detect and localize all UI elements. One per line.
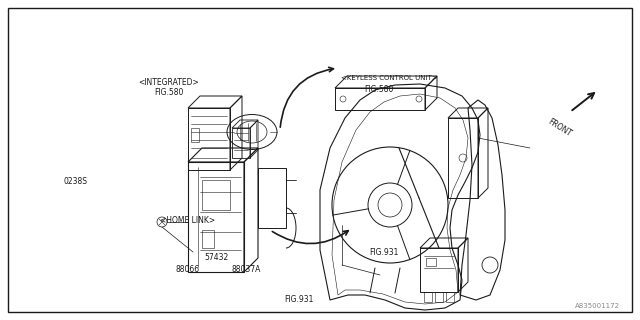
Bar bbox=[232, 128, 250, 158]
Text: FIG.580: FIG.580 bbox=[364, 84, 394, 93]
FancyArrowPatch shape bbox=[280, 67, 333, 127]
Text: <KEYLESS CONTROL UNIT>: <KEYLESS CONTROL UNIT> bbox=[340, 75, 437, 81]
Bar bbox=[420, 248, 458, 292]
Bar bbox=[188, 162, 244, 272]
FancyArrowPatch shape bbox=[273, 231, 348, 244]
Bar bbox=[191, 128, 199, 142]
Text: A835001172: A835001172 bbox=[575, 303, 620, 309]
Text: FIG.580: FIG.580 bbox=[154, 87, 184, 97]
Text: 57432: 57432 bbox=[204, 253, 228, 262]
Text: FRONT: FRONT bbox=[547, 117, 573, 139]
Bar bbox=[188, 108, 230, 170]
Bar bbox=[446, 292, 454, 302]
Text: <HOME LINK>: <HOME LINK> bbox=[161, 215, 216, 225]
Text: <INTEGRATED>: <INTEGRATED> bbox=[139, 77, 200, 86]
Text: 88066: 88066 bbox=[176, 266, 200, 275]
Bar bbox=[202, 180, 230, 210]
Text: FIG.931: FIG.931 bbox=[284, 295, 314, 305]
Text: 0238S: 0238S bbox=[63, 177, 87, 186]
Bar bbox=[435, 292, 443, 302]
Bar bbox=[426, 258, 436, 266]
Bar bbox=[258, 168, 286, 228]
Bar bbox=[448, 118, 478, 198]
Text: FIG.931: FIG.931 bbox=[369, 247, 399, 257]
Bar bbox=[202, 230, 214, 248]
Text: 88037A: 88037A bbox=[231, 266, 260, 275]
Bar bbox=[335, 88, 425, 110]
Bar bbox=[424, 292, 432, 302]
